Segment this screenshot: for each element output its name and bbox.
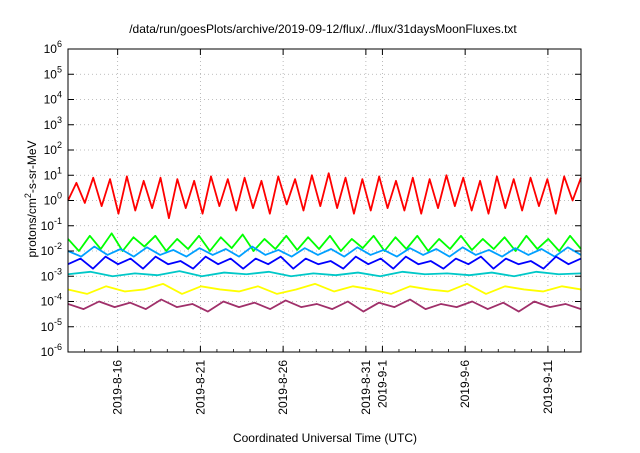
y-tick-exponent: 5	[57, 64, 62, 74]
y-axis-label: protons/cm2-s-sr-MeV	[23, 140, 39, 257]
y-tick-label: 10-2	[41, 241, 62, 258]
chart-title: /data/run/goesPlots/archive/2019-09-12/f…	[129, 22, 517, 36]
y-tick-base: 10	[41, 345, 55, 359]
series-line-5	[67, 270, 582, 278]
y-tick-label: 10-4	[41, 292, 62, 309]
y-axis-label-main: protons/cm	[25, 198, 39, 257]
plot-frame	[67, 48, 582, 353]
x-tick-label: 2019-9-1	[375, 360, 389, 408]
series-line-4	[67, 255, 582, 270]
y-tick-exponent: -1	[54, 216, 62, 226]
y-tick-exponent: 6	[57, 39, 62, 49]
y-tick-exponent: 0	[57, 191, 62, 201]
x-tick-label: 2019-9-11	[541, 360, 555, 414]
grid-lines	[68, 49, 581, 352]
y-tick-label: 100	[44, 191, 62, 208]
x-tick-label: 2019-9-6	[458, 360, 472, 408]
y-tick-exponent: -4	[54, 292, 62, 302]
y-tick-exponent: 1	[57, 165, 62, 175]
series-line-2	[67, 232, 582, 252]
y-tick-label: 104	[44, 90, 62, 107]
y-tick-label: 102	[44, 140, 62, 157]
y-tick-exponent: -2	[54, 241, 62, 251]
x-tick-label: 2019-8-31	[359, 360, 373, 415]
y-tick-base: 10	[44, 194, 58, 208]
y-tick-base: 10	[41, 219, 55, 233]
series-line-6	[67, 282, 582, 295]
y-tick-base: 10	[44, 118, 58, 132]
y-tick-labels: 10-610-510-410-310-210-11001011021031041…	[41, 39, 62, 359]
plot-border	[67, 48, 582, 353]
y-axis-label-rest: -s-sr-MeV	[25, 140, 39, 193]
series-line-3	[67, 245, 582, 258]
y-tick-base: 10	[41, 269, 55, 283]
y-tick-exponent: -5	[54, 317, 62, 327]
y-tick-exponent: 4	[57, 90, 62, 100]
x-tick-label: 2019-8-16	[111, 360, 125, 415]
y-tick-base: 10	[41, 320, 55, 334]
y-tick-base: 10	[44, 42, 58, 56]
y-tick-exponent: 3	[57, 115, 62, 125]
y-tick-label: 10-3	[41, 266, 62, 283]
y-tick-label: 10-5	[41, 317, 62, 334]
y-tick-label: 101	[44, 165, 62, 182]
y-tick-exponent: -3	[54, 266, 62, 276]
y-tick-base: 10	[44, 168, 58, 182]
y-tick-label: 103	[44, 115, 62, 132]
y-tick-base: 10	[44, 93, 58, 107]
series-line-1	[67, 172, 582, 220]
x-tick-label: 2019-8-21	[193, 360, 207, 415]
x-axis-label: Coordinated Universal Time (UTC)	[233, 431, 417, 445]
y-tick-label: 10-1	[41, 216, 62, 233]
series-group	[67, 172, 582, 313]
y-tick-label: 10-6	[41, 342, 62, 359]
y-tick-base: 10	[41, 244, 55, 258]
y-axis-label-sup: 2	[23, 193, 33, 198]
y-tick-base: 10	[41, 295, 55, 309]
y-tick-exponent: -6	[54, 342, 62, 352]
x-tick-label: 2019-8-26	[276, 360, 290, 415]
y-tick-base: 10	[44, 143, 58, 157]
series-line-7	[67, 298, 582, 313]
y-tick-label: 106	[44, 39, 62, 56]
y-tick-base: 10	[44, 67, 58, 81]
y-tick-exponent: 2	[57, 140, 62, 150]
y-tick-label: 105	[44, 64, 62, 81]
x-tick-labels: 2019-8-16 2019-8-21 2019-8-26 2019-8-31 2019…	[111, 360, 555, 415]
